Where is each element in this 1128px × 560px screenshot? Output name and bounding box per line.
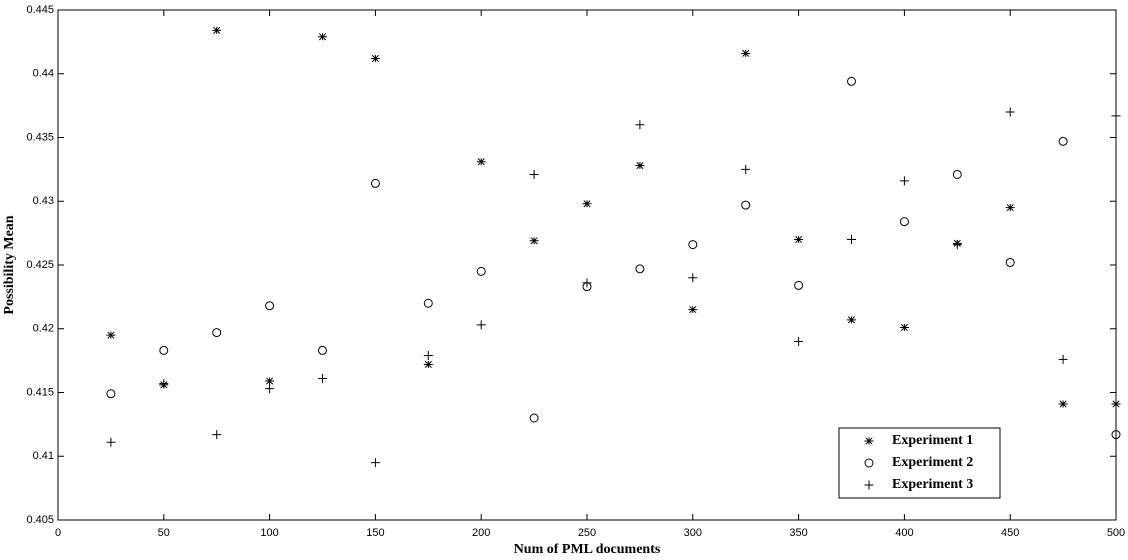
marker-star — [1005, 204, 1015, 212]
x-tick-label: 150 — [366, 527, 384, 539]
y-tick-label: 0.425 — [26, 259, 54, 271]
marker-star — [1111, 400, 1121, 408]
marker-circle — [423, 298, 433, 308]
marker-star — [794, 235, 804, 244]
marker-plus — [265, 384, 275, 394]
marker-plus — [212, 430, 222, 440]
marker-circle — [106, 389, 116, 399]
marker-plus — [159, 379, 169, 389]
marker-star — [899, 323, 909, 332]
marker-plus — [318, 373, 327, 383]
legend-marker — [864, 437, 874, 445]
marker-star — [582, 200, 592, 208]
marker-circle — [741, 200, 751, 210]
marker-circle — [952, 169, 962, 179]
marker-plus — [688, 273, 698, 283]
x-tick-label: 350 — [789, 527, 807, 539]
marker-circle — [847, 76, 856, 86]
y-tick-label: 0.445 — [26, 4, 54, 16]
y-tick-label: 0.435 — [26, 131, 54, 143]
marker-star — [370, 54, 380, 63]
y-tick-label: 0.415 — [26, 386, 54, 398]
x-tick-label: 400 — [895, 527, 913, 539]
marker-star — [423, 360, 433, 369]
marker-plus — [952, 240, 962, 250]
marker-star — [529, 237, 539, 245]
legend-box — [838, 427, 1001, 499]
marker-circle — [159, 345, 169, 355]
x-tick-label: 100 — [260, 527, 278, 539]
marker-circle — [265, 301, 275, 311]
marker-circle — [899, 217, 909, 227]
marker-plus — [529, 169, 539, 179]
marker-circle — [688, 240, 698, 250]
marker-plus — [794, 337, 804, 346]
marker-circle — [529, 413, 539, 423]
marker-star — [635, 161, 645, 170]
marker-plus — [1058, 354, 1068, 364]
marker-circle — [1005, 257, 1015, 267]
marker-plus — [476, 320, 486, 330]
marker-star — [476, 158, 486, 166]
x-tick-label: 200 — [472, 527, 490, 539]
marker-plus — [423, 351, 433, 361]
marker-circle — [318, 345, 327, 355]
marker-circle — [370, 178, 380, 188]
marker-plus — [741, 164, 751, 174]
y-tick-label: 0.42 — [33, 323, 54, 335]
marker-plus — [1111, 111, 1121, 121]
marker-star — [212, 26, 222, 34]
marker-plus — [106, 437, 116, 447]
legend-label: Experiment 2 — [892, 455, 973, 470]
marker-circle — [794, 280, 804, 290]
x-tick-label: 500 — [1107, 527, 1125, 539]
marker-star — [318, 33, 327, 41]
legend-marker — [864, 458, 874, 468]
marker-plus — [635, 120, 645, 130]
legend-marker — [864, 480, 874, 490]
y-tick-label: 0.405 — [26, 514, 54, 526]
marker-star — [265, 377, 275, 385]
legend-label: Experiment 1 — [892, 433, 973, 448]
y-tick-label: 0.43 — [33, 195, 54, 207]
y-tick-label: 0.41 — [33, 450, 54, 462]
x-tick-label: 300 — [684, 527, 702, 539]
x-tick-label: 250 — [578, 527, 596, 539]
marker-star — [1058, 400, 1068, 408]
x-tick-label: 50 — [158, 527, 170, 539]
marker-star — [741, 49, 751, 57]
marker-star — [847, 316, 856, 324]
marker-circle — [212, 328, 222, 338]
marker-plus — [899, 176, 909, 186]
marker-star — [106, 331, 116, 339]
x-tick-label: 0 — [55, 527, 61, 539]
marker-circle — [476, 266, 486, 276]
marker-plus — [370, 458, 380, 468]
marker-plus — [582, 278, 592, 288]
legend-label: Experiment 3 — [892, 477, 973, 492]
marker-circle — [1058, 136, 1068, 146]
marker-plus — [1005, 107, 1015, 117]
y-tick-label: 0.44 — [33, 68, 54, 80]
x-tick-label: 450 — [1001, 527, 1019, 539]
marker-circle — [1111, 430, 1121, 440]
y-axis-title: Possibility Mean — [2, 215, 17, 314]
marker-star — [688, 306, 698, 314]
x-axis-title: Num of PML documents — [514, 542, 661, 557]
marker-plus — [847, 235, 856, 244]
marker-circle — [635, 264, 645, 274]
